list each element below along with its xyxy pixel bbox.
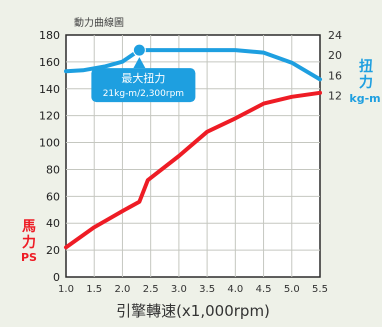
chart-title: 動力曲線圖	[74, 16, 124, 29]
x-tick-label: 3.5	[199, 284, 215, 295]
left-y-tick-label: 140	[39, 83, 60, 96]
left-y-tick-label: 120	[39, 110, 60, 123]
x-tick-label: 4.5	[256, 284, 272, 295]
x-tick-label: 1.5	[86, 284, 102, 295]
left-y-tick-label: 0	[53, 271, 60, 284]
x-tick-labels: 1.0 1.5 2.0 2.5 3.0 3.5 4.0 4.5 5.0 5.5	[58, 284, 328, 295]
series-lines	[64, 48, 322, 250]
left-axis-label-line-2: 力	[22, 234, 36, 251]
x-tick-label: 1.0	[58, 284, 74, 295]
left-axis-label: 馬 力 PS	[21, 219, 37, 264]
horsepower-line	[64, 90, 322, 250]
left-axis-label-line-1: 馬	[22, 219, 36, 235]
peak-torque-dot	[132, 43, 146, 57]
left-y-tick-label: 20	[46, 244, 60, 257]
right-axis-label: 扭 力 kg-m	[349, 58, 380, 105]
right-axis-label-line-3: kg-m	[349, 92, 380, 105]
right-y-tick-label: 12	[328, 90, 342, 103]
left-axis-label-line-3: PS	[21, 251, 37, 264]
right-y-tick-label: 24	[328, 29, 342, 42]
right-y-tick-label: 16	[328, 69, 342, 82]
x-axis-label: 引擎轉速(x1,000rpm)	[116, 302, 270, 320]
x-tick-label: 5.0	[284, 284, 300, 295]
peak-torque-annotation: 最大扭力 21kg-m/2,300rpm	[91, 43, 196, 103]
right-y-tick-labels: 12 16 20 24	[328, 29, 342, 103]
left-y-tick-label: 80	[46, 163, 60, 176]
x-tick-label: 2.0	[114, 284, 130, 295]
left-y-tick-label: 180	[39, 29, 60, 42]
peak-callout-pointer	[133, 57, 146, 69]
right-axis-label-line-2: 力	[359, 74, 373, 91]
left-y-tick-label: 60	[46, 190, 60, 203]
left-y-tick-labels: 0 20 40 60 80 100 120 140 160 180	[39, 29, 60, 284]
right-y-tick-label: 20	[328, 49, 342, 62]
x-tick-label: 4.0	[227, 284, 243, 295]
left-y-tick-label: 100	[39, 137, 60, 150]
x-tick-label: 2.5	[143, 284, 159, 295]
x-tick-label: 3.0	[171, 284, 187, 295]
peak-callout-value: 21kg-m/2,300rpm	[103, 89, 184, 99]
peak-callout-box	[91, 68, 196, 103]
peak-callout-title: 最大扭力	[121, 71, 165, 85]
torque-line	[64, 48, 322, 82]
x-tick-label: 5.5	[312, 284, 328, 295]
left-y-tick-label: 160	[39, 56, 60, 69]
left-y-tick-label: 40	[46, 217, 60, 230]
right-axis-label-line-1: 扭	[359, 58, 373, 75]
